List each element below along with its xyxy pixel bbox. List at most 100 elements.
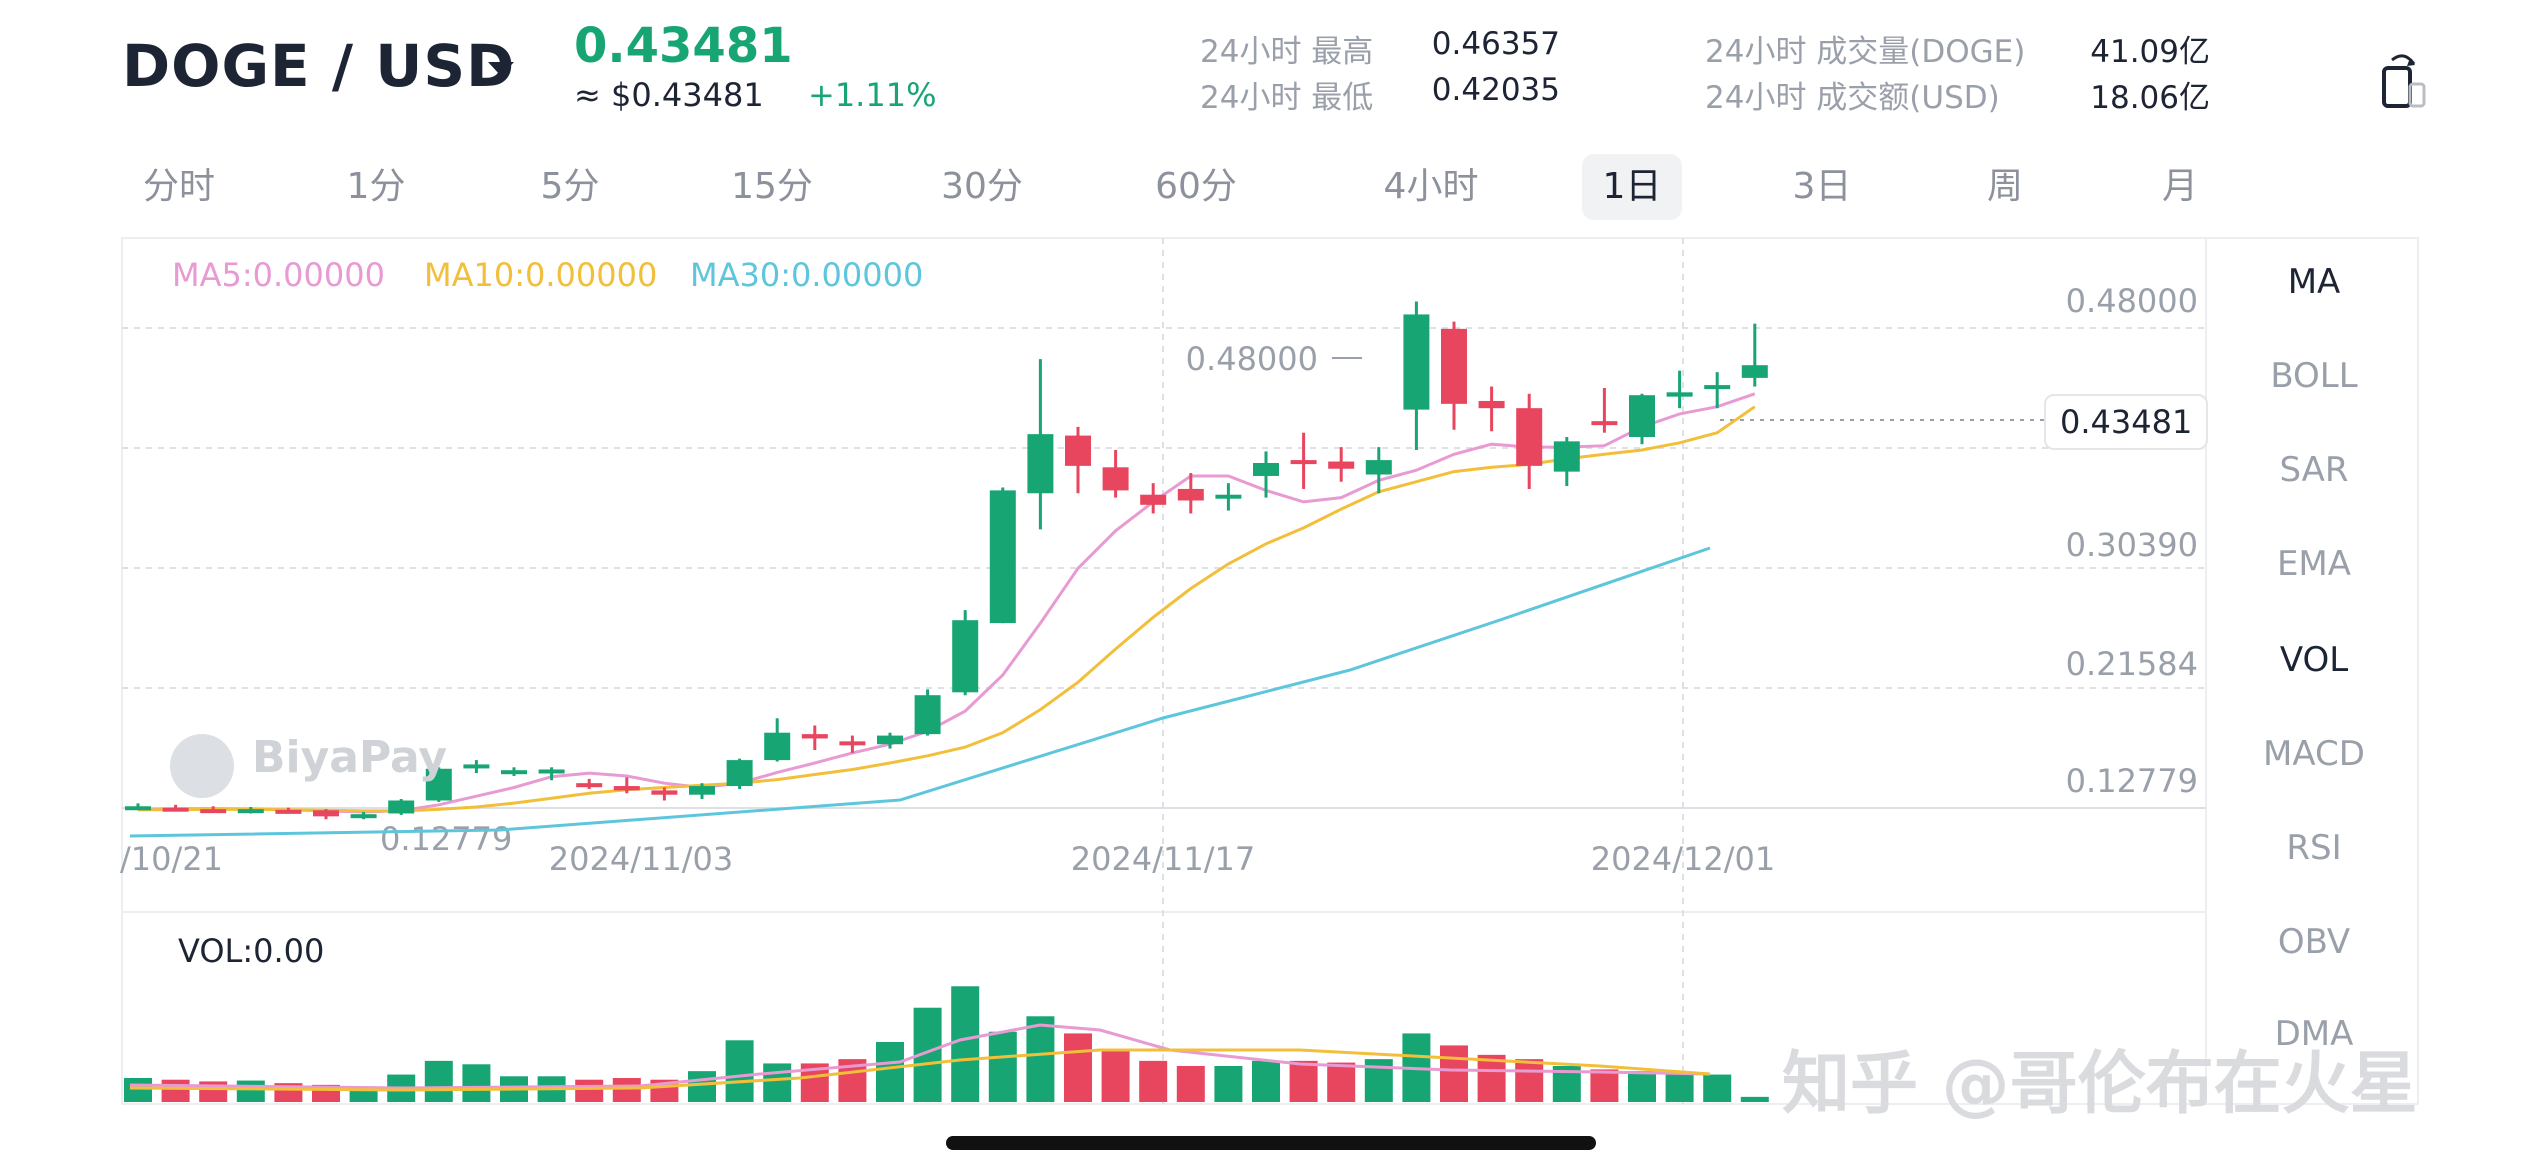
indicator-boll[interactable]: BOLL [2270, 356, 2358, 396]
candle-body [1553, 441, 1580, 472]
candle-body [877, 735, 903, 745]
stat-24h-low-label: 24小时 最低 [1200, 80, 1374, 116]
volume-bar [725, 1040, 754, 1102]
volume-bar [1590, 1069, 1619, 1102]
tab-4h[interactable]: 4小时 [1383, 166, 1479, 207]
candle [1666, 370, 1693, 409]
candle [1290, 432, 1317, 489]
stat-24h-high-value: 0.46357 [1431, 26, 1560, 62]
candle [1328, 447, 1355, 482]
volume-bar [763, 1063, 792, 1102]
indicator-ma[interactable]: MA [2287, 262, 2341, 302]
indicator-vol[interactable]: VOL [2279, 640, 2349, 680]
candle-body [1403, 314, 1430, 410]
indicator-rsi[interactable]: RSI [2286, 828, 2342, 868]
rotate-screen-icon[interactable] [2380, 50, 2428, 110]
candle [200, 806, 227, 814]
candle-body [613, 786, 640, 791]
tab-1d[interactable]: 1日 [1582, 154, 1682, 220]
volume-bar [575, 1079, 604, 1102]
price-change-percent: +1.11% [808, 76, 937, 114]
candle-body [200, 809, 227, 814]
candle-body [501, 770, 527, 775]
indicator-sar[interactable]: SAR [2279, 450, 2349, 490]
volume-bar [1214, 1066, 1243, 1102]
candle-body [1027, 434, 1054, 494]
candle-body [1253, 462, 1279, 476]
candle-body [538, 769, 565, 774]
vol-legend: VOL:0.00 [178, 932, 325, 970]
candle [839, 735, 866, 753]
candle-body [1177, 488, 1204, 501]
candle [313, 809, 339, 820]
stat-24h-turnover-value: 18.06亿 [2090, 80, 2210, 116]
candle [914, 689, 941, 736]
tab-fenshi[interactable]: 分时 [142, 166, 215, 207]
candle-body [463, 764, 490, 769]
volume-bar [1101, 1050, 1130, 1102]
candle-body [989, 490, 1016, 624]
caret-down-icon[interactable] [488, 62, 514, 76]
tab-month[interactable]: 月 [2161, 166, 2198, 207]
volume-bar [1665, 1072, 1694, 1102]
candle-body [350, 814, 377, 819]
candle-body [801, 734, 828, 739]
candle-body [726, 760, 753, 787]
tab-5min[interactable]: 5分 [540, 166, 600, 207]
indicator-obv[interactable]: OBV [2277, 922, 2351, 962]
candle [1553, 437, 1580, 487]
biyapay-watermark: BiyaPay [252, 732, 448, 783]
candle-body [1140, 494, 1167, 505]
indicator-macd[interactable]: MACD [2263, 734, 2365, 774]
volume-bar [1139, 1060, 1168, 1102]
candle-body [1065, 435, 1091, 466]
volume-bar [951, 986, 980, 1102]
tab-3d[interactable]: 3日 [1792, 166, 1852, 207]
volume-bar [988, 1031, 1017, 1102]
candle-body [1741, 365, 1768, 378]
tab-60min[interactable]: 60分 [1155, 166, 1237, 207]
candle [1478, 386, 1505, 432]
candle-body [914, 695, 941, 735]
high-price-marker: 0.48000 [1186, 340, 1318, 378]
candle [613, 777, 640, 794]
low-price-marker: 0.12779 [380, 820, 512, 858]
indicator-dma[interactable]: DMA [2274, 1014, 2354, 1054]
candle-body [952, 620, 979, 693]
candle [538, 767, 565, 781]
candle-body [1516, 408, 1543, 466]
candle-body [1704, 385, 1731, 390]
candle [1629, 393, 1655, 445]
ma10-legend: MA10:0.00000 [424, 256, 658, 294]
tab-week[interactable]: 周 [1986, 166, 2023, 207]
candle [764, 718, 791, 762]
candle [162, 804, 189, 812]
candle [501, 767, 527, 776]
indicator-ema[interactable]: EMA [2276, 544, 2352, 584]
home-indicator-bar[interactable] [946, 1136, 1596, 1150]
candle [1365, 447, 1392, 494]
tab-15min[interactable]: 15分 [731, 166, 813, 207]
candle [989, 487, 1016, 624]
volume-bar [1026, 1016, 1055, 1102]
stat-24h-low-value: 0.42035 [1431, 72, 1560, 108]
volume-bar [1628, 1071, 1656, 1102]
volume-bar [1440, 1045, 1468, 1102]
price-axis-label: 0.12779 [2066, 762, 2198, 800]
last-price: 0.43481 [574, 18, 793, 74]
tab-30min[interactable]: 30分 [941, 166, 1023, 207]
candle-body [689, 786, 715, 795]
volume-bar [1740, 1096, 1769, 1102]
tab-1min[interactable]: 1分 [346, 166, 406, 207]
trading-pair-selector[interactable]: DOGE / USD [122, 32, 516, 100]
volume-bar [1064, 1033, 1092, 1102]
price-grid [122, 238, 2206, 1104]
stat-24h-turnover-label: 24小时 成交额(USD) [1705, 80, 2000, 116]
candle-body [651, 790, 678, 795]
candle [388, 799, 415, 815]
zhihu-watermark: 知乎 @哥伦布在火星 [1782, 1045, 2418, 1124]
candle [1215, 483, 1242, 511]
candle [689, 783, 715, 800]
stat-24h-volume-value: 41.09亿 [2090, 34, 2210, 70]
